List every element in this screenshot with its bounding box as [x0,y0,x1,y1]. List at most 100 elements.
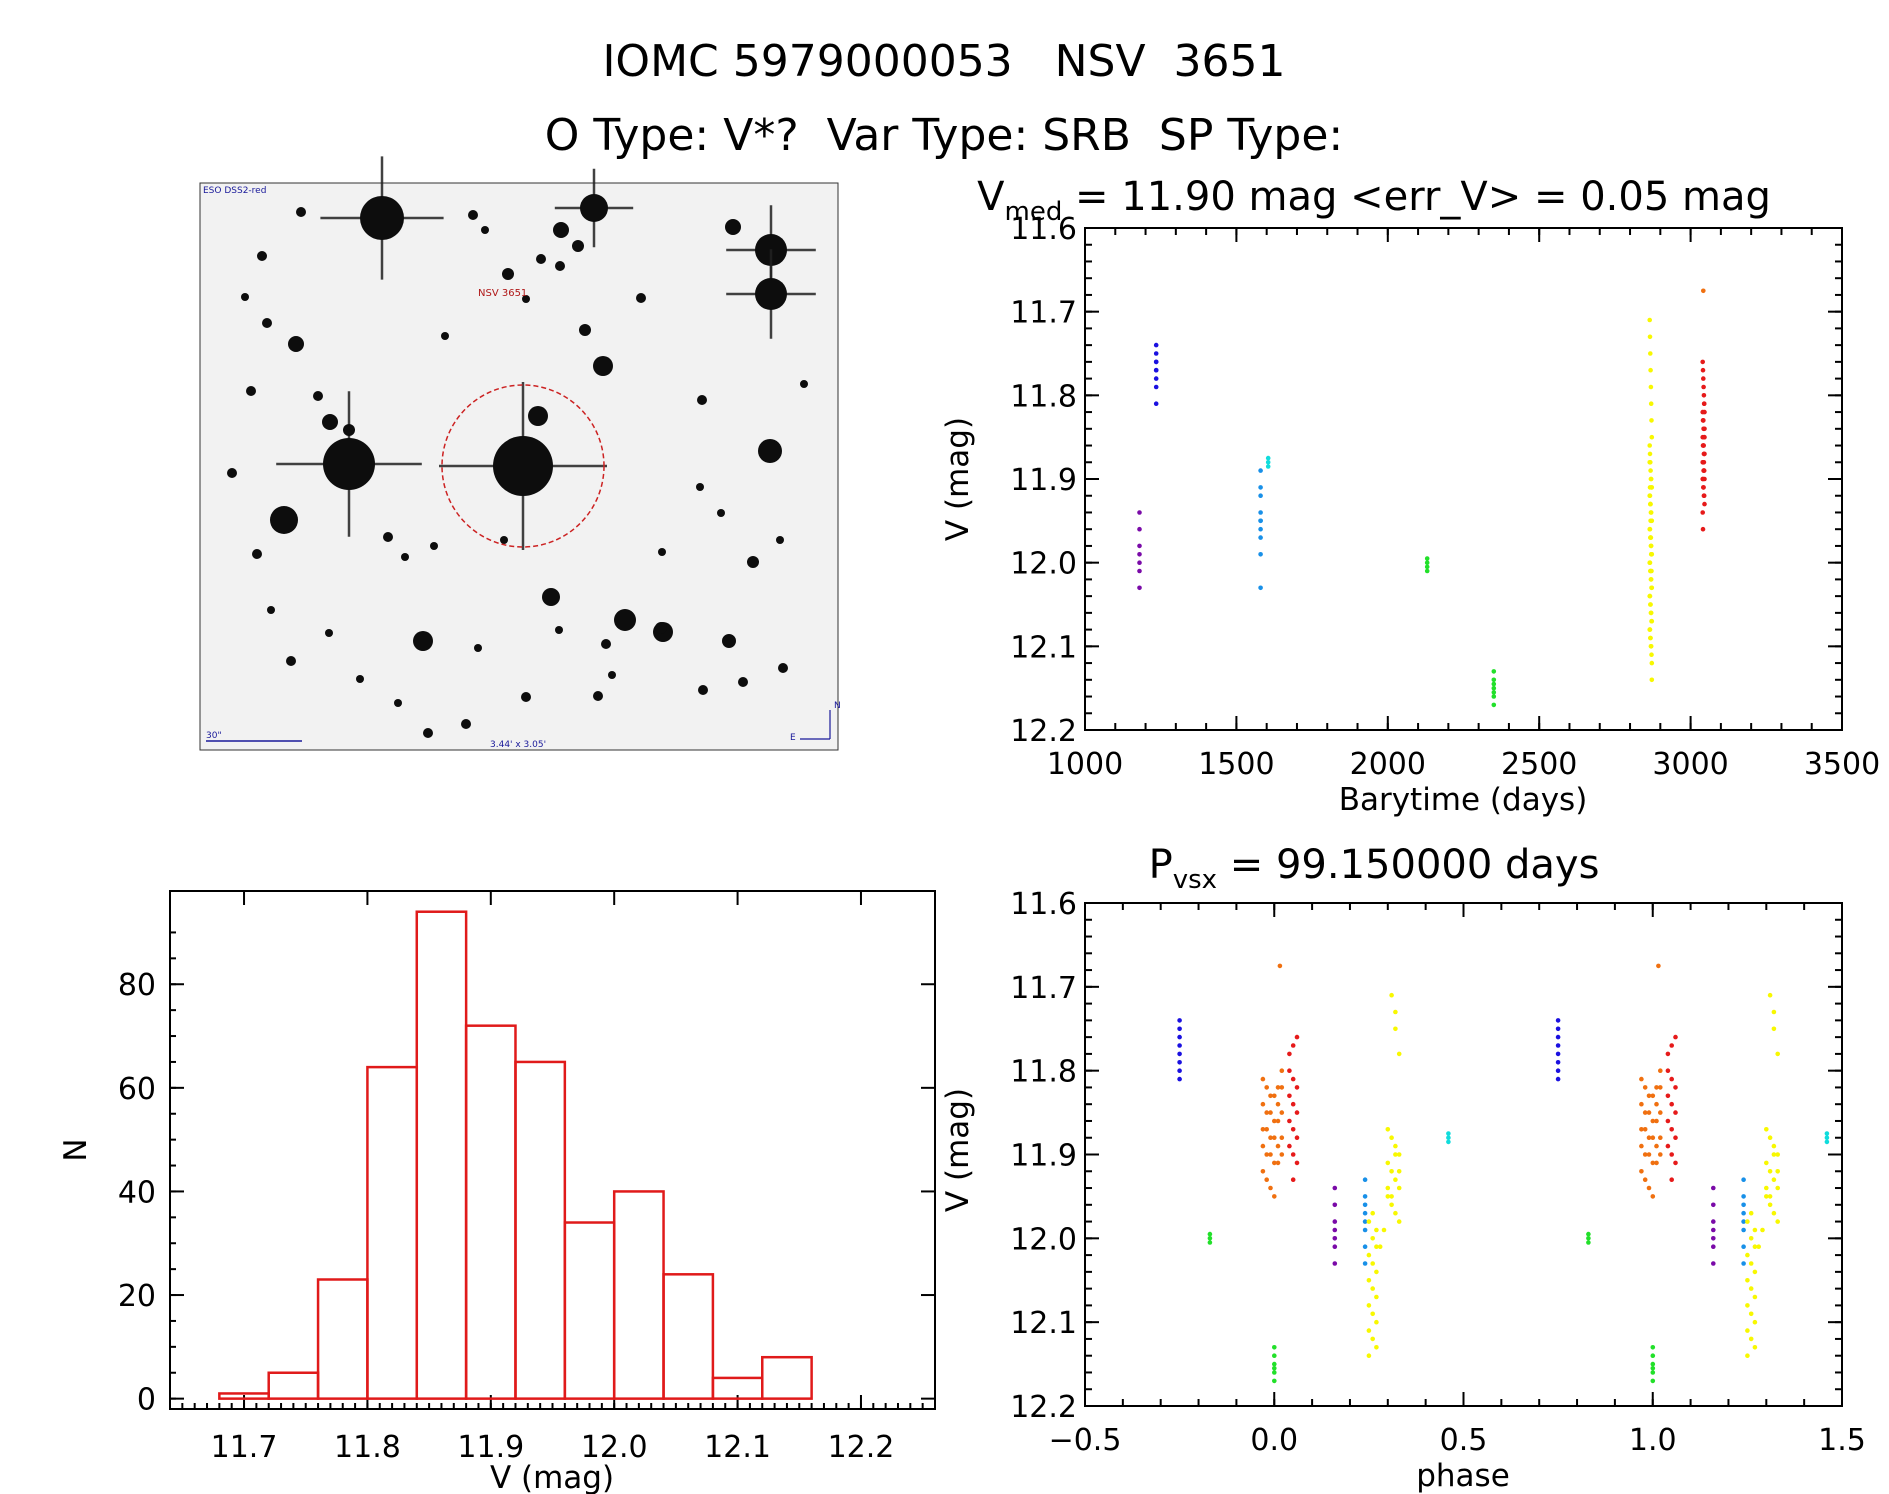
phased-x-tick-label: 0.5 [1440,1423,1488,1458]
phased-y-tick-label: 11.9 [1010,1139,1077,1174]
lightcurve-data-point [1700,409,1705,415]
phased-data-point [1287,1051,1292,1057]
phased-data-point [1362,1210,1368,1216]
phased-data-point [1374,1269,1379,1275]
phased-data-point [1824,1139,1830,1145]
phased-data-point [1393,1210,1398,1216]
phased-data-point [1650,1345,1656,1350]
phased-data-point [1446,1135,1451,1140]
phased-data-point [1290,1101,1296,1107]
lightcurve-data-point [1647,460,1652,465]
phased-data-point [1650,1361,1656,1367]
lightcurve-data-point [1137,552,1142,557]
phased-data-point [1362,1202,1368,1208]
phased-data-point [1268,1110,1273,1115]
histogram-chart: 11.7 11.8 11.9 12.0 12.1 12.2 0 20 40 60 80 V (mag… [58,890,936,1494]
lightcurve-data-point [1648,468,1653,473]
phased-data-point [1650,1118,1656,1124]
phased-data-point [1748,1286,1754,1291]
phased-data-point [1290,1177,1296,1182]
lightcurve-data-point [1701,384,1706,390]
lightcurve-data-point [1258,535,1263,540]
histogram-bar [415,910,468,1400]
lightcurve-data-point [1153,351,1159,356]
lightcurve-data-point [1648,543,1654,549]
phased-data-point [1264,1110,1269,1115]
phased-data-point [1745,1278,1750,1283]
lightcurve-data-point [1701,418,1706,423]
phased-data-point [1207,1231,1213,1237]
lightcurve-data-point [1649,585,1655,591]
phased-data-point [1745,1353,1750,1358]
phased-data-point [1646,1110,1652,1115]
lightcurve-data-point [1647,485,1653,490]
phased-data-point [1275,1101,1281,1107]
lightcurve-data-point [1648,610,1654,616]
phased-data-point [1639,1101,1644,1107]
phased-data-point [1745,1328,1750,1333]
lightcurve-data-point [1647,334,1653,340]
phased-data-point [1555,1060,1561,1065]
phased-data-point [1711,1236,1716,1241]
histogram-bar [316,1278,369,1400]
lightcurve-data-point [1648,518,1653,524]
phased-data-point [1665,1068,1671,1073]
lightcurve-data-point [1424,568,1430,574]
lightcurve-data-point [1153,342,1159,348]
phased-data-point [1393,1177,1398,1182]
lightcurve-y-tick-label: 12.1 [1010,630,1077,665]
phased-data-point [1555,1051,1561,1057]
phased-data-point [1650,1366,1656,1371]
lightcurve-data-point [1700,526,1706,532]
histogram-bar [662,1273,715,1400]
phased-data-point [1767,1194,1773,1199]
phased-x-tick-label: −0.5 [1049,1423,1122,1458]
phased-data-point [1646,1093,1652,1099]
phased-data-point [1264,1127,1269,1132]
lightcurve-data-point [1424,560,1430,565]
histogram-bar [761,1355,813,1400]
lightcurve-data-point [1647,443,1652,448]
phased-data-point [1264,1177,1269,1182]
phased-data-point [1646,1185,1652,1191]
phased-data-point [1366,1252,1372,1258]
lightcurve-data-point [1648,367,1653,373]
phased-data-point [1752,1345,1758,1350]
phased-data-point [1665,1051,1671,1057]
phased-data-point [1332,1236,1338,1241]
phased-x-tick-label: 0.0 [1250,1423,1298,1458]
phased-data-point [1745,1252,1750,1258]
target-aperture-circle [441,384,605,548]
lightcurve-data-point [1647,317,1652,323]
phased-data-point [1586,1240,1591,1245]
phased-data-point [1260,1127,1266,1132]
phased-data-point [1374,1227,1379,1233]
lightcurve-chart: Vmed = 11.90 mag <err_V> = 0.05 mag 1000… [940,174,1880,818]
phased-data-point [1642,1127,1648,1132]
phased-data-point [1294,1034,1300,1040]
phased-data-point [1639,1076,1644,1082]
lightcurve-data-point [1258,526,1263,532]
finder-image: ESO DSS2-red NSV 3651 30" 3.44' x 3.05' … [199,156,841,751]
lightcurve-data-point [1258,468,1263,473]
histogram-x-tick-label: 12.0 [581,1430,648,1465]
lightcurve-data-point [1153,384,1159,390]
histogram-xlabel: V (mag) [490,1460,614,1494]
lightcurve-data-point [1424,556,1430,561]
lightcurve-ylabel: V (mag) [940,417,976,541]
phased-data-point [1764,1160,1769,1166]
phased-data-point [1767,1135,1773,1140]
finder-field-label: 3.44' x 3.05' [490,740,546,750]
phased-data-point [1654,1101,1659,1107]
phased-data-point [1272,1345,1277,1350]
phased-data-point [1752,1294,1758,1300]
lightcurve-title: Vmed = 11.90 mag <err_V> = 0.05 mag [977,174,1771,227]
phased-data-point [1389,1202,1394,1208]
phased-data-point [1650,1160,1656,1166]
lightcurve-data-point [1648,401,1654,407]
lightcurve-data-point [1649,660,1655,666]
lightcurve-data-point [1137,585,1142,591]
phased-data-point [1646,1135,1652,1140]
lightcurve-data-point [1649,618,1655,624]
lightcurve-data-point [1491,677,1497,683]
